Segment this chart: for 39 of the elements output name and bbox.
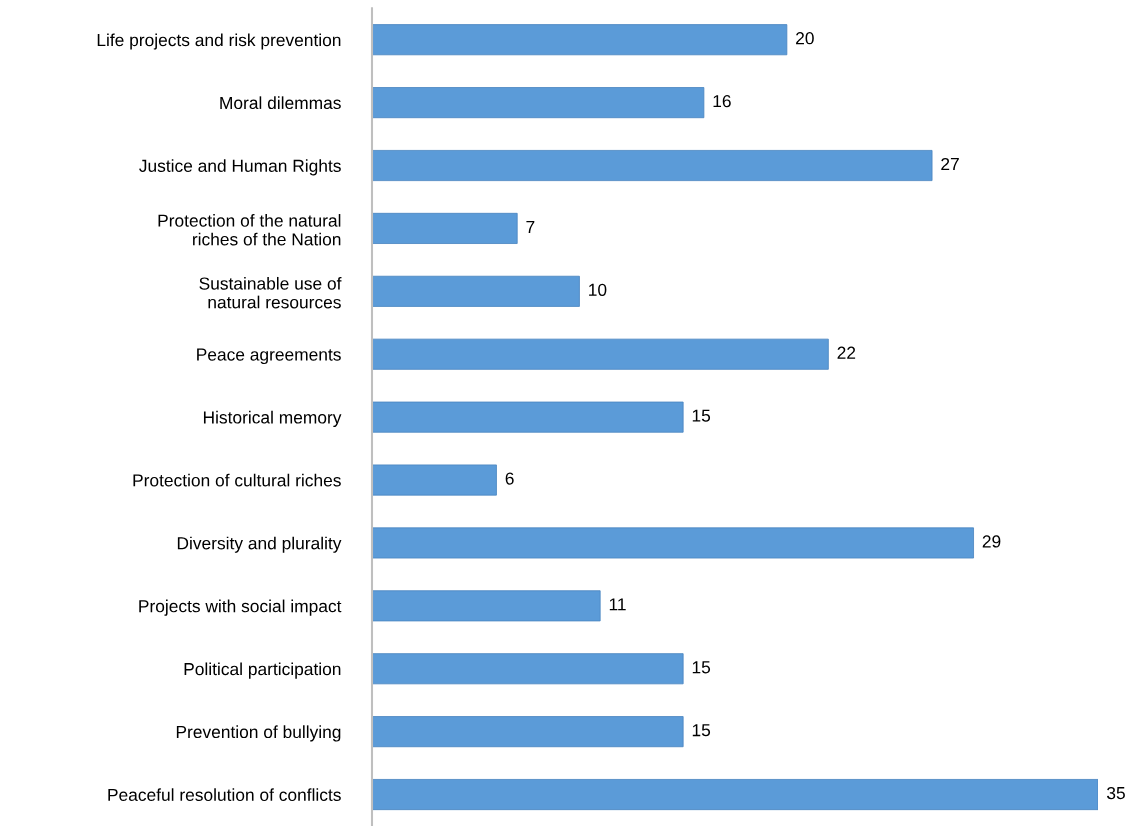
bar — [372, 275, 580, 307]
y-tick-label: Sustainable use of natural resources — [199, 276, 342, 309]
y-tick-label: Projects with social impact — [139, 599, 342, 616]
y-tick-label: Life projects and risk prevention — [97, 33, 341, 50]
data-label: 20 — [796, 32, 814, 45]
bar — [372, 527, 974, 559]
y-tick-label: Justice and Human Rights — [139, 159, 341, 176]
data-label: 15 — [692, 661, 711, 674]
data-label: 35 — [1107, 786, 1125, 800]
y-tick-label: Peaceful resolution of conflicts — [108, 788, 341, 802]
data-label: 10 — [589, 283, 607, 296]
bar — [372, 150, 933, 182]
data-label: 27 — [941, 157, 959, 171]
bar — [372, 87, 705, 119]
bar — [372, 779, 1098, 811]
y-tick-label: Diversity and plurality — [177, 536, 342, 553]
y-tick-label: Political participation — [184, 662, 341, 679]
y-tick-label: Protection of cultural riches — [133, 473, 341, 487]
data-label: 29 — [982, 535, 1001, 548]
bar — [372, 212, 518, 244]
y-tick-label: Historical memory — [203, 410, 342, 428]
data-label: 15 — [692, 409, 711, 422]
bar — [372, 401, 684, 433]
data-label: 11 — [609, 598, 626, 611]
bar — [372, 590, 601, 622]
data-label: 22 — [837, 346, 856, 359]
data-label: 15 — [692, 724, 711, 737]
y-tick-label: Protection of the natural riches of the Nation — [158, 214, 341, 246]
data-label: 6 — [505, 472, 514, 485]
y-tick-label: Prevention of bullying — [176, 725, 341, 742]
bar — [372, 716, 684, 748]
bar — [372, 464, 497, 496]
bar — [372, 653, 684, 685]
data-label: 7 — [526, 220, 535, 233]
data-label: 16 — [713, 94, 731, 108]
y-tick-label: Moral dilemmas — [220, 96, 341, 110]
bar — [372, 24, 788, 56]
y-tick-label: Peace agreements — [197, 348, 341, 365]
bar — [372, 338, 829, 370]
